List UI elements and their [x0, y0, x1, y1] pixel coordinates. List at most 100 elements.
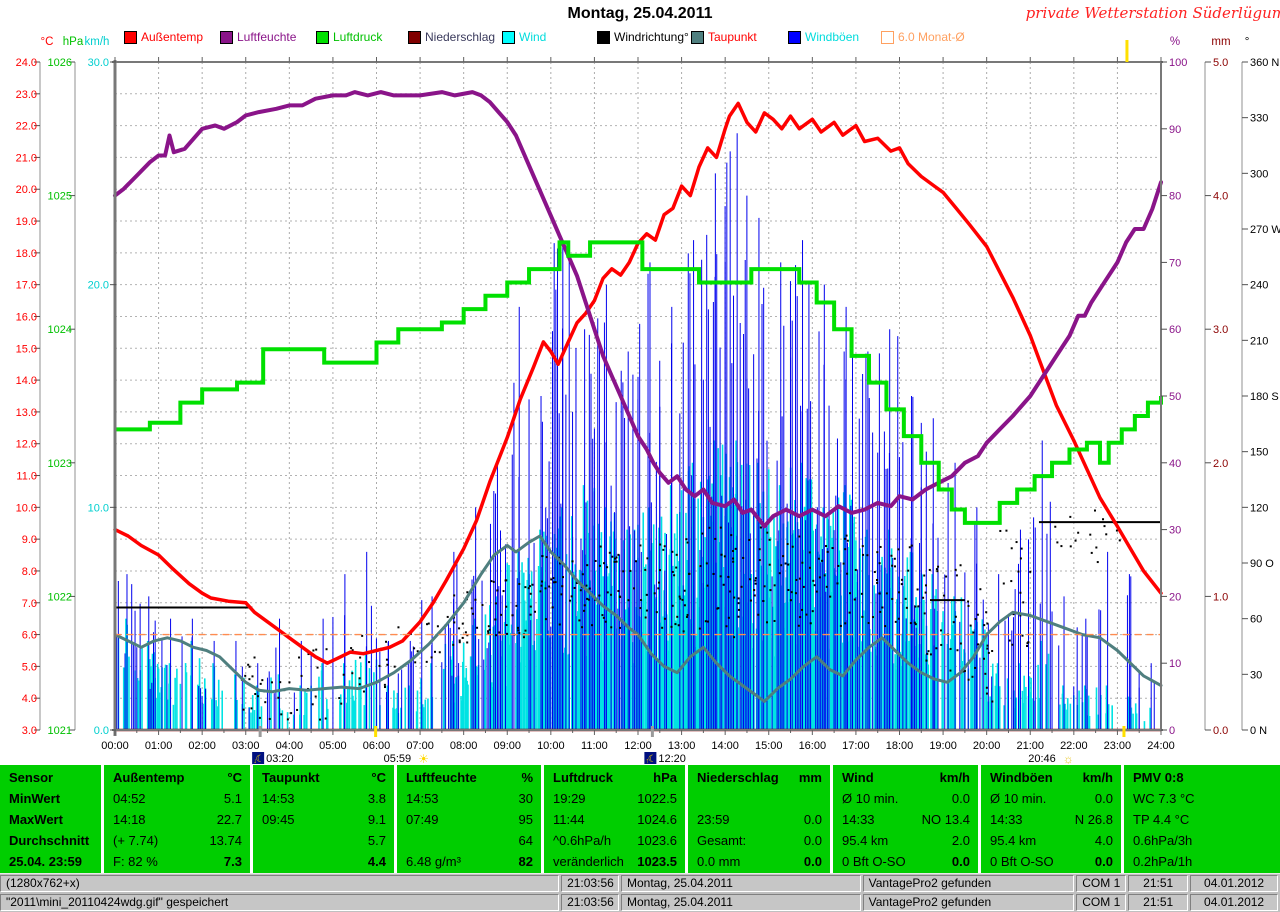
svg-text:100: 100 — [1169, 57, 1187, 69]
moon-icon — [252, 752, 265, 764]
svg-text:07:00: 07:00 — [406, 740, 434, 752]
svg-text:1023: 1023 — [48, 458, 72, 470]
svg-text:20.0: 20.0 — [88, 280, 109, 292]
svg-text:10.0: 10.0 — [16, 502, 37, 514]
table-row: MaxWert — [0, 809, 101, 830]
status-cell: "2011\mini_20110424wdg.gif" gespeichert — [0, 894, 560, 911]
svg-text:14.0: 14.0 — [16, 375, 37, 387]
table-row: WC 7.3 °C — [1124, 788, 1280, 809]
cell-label: 07:49 — [406, 812, 439, 827]
legend-item-5: Wind — [502, 29, 546, 45]
moon-icon — [644, 752, 657, 764]
legend-swatch-icon — [597, 30, 610, 44]
status-cell: VantagePro2 gefunden — [862, 894, 1075, 911]
svg-text:8.0: 8.0 — [22, 566, 37, 578]
series-luftdruck — [115, 240, 1163, 525]
cell-label: 25.04. 23:59 — [9, 854, 83, 869]
cell-label: veränderlich — [553, 854, 624, 869]
svg-text:10: 10 — [1169, 658, 1181, 670]
svg-text:17:00: 17:00 — [842, 740, 870, 752]
table-row: 64 — [397, 830, 541, 851]
page-title: Montag, 25.04.2011 — [567, 5, 713, 22]
sensor-summary-table: Sensor MinWert MaxWert Durchschnitt 25.04. 2… — [0, 765, 1280, 873]
table-row: (+ 7.74) 13.74 — [104, 830, 250, 851]
svg-text:°: ° — [1245, 36, 1250, 48]
table-row: F: 82 % 7.3 — [104, 851, 250, 872]
svg-text:23:00: 23:00 — [1104, 740, 1132, 752]
svg-text:05:59: 05:59 — [384, 753, 412, 765]
svg-text:60: 60 — [1169, 324, 1181, 336]
column-unit: km/h — [939, 770, 970, 785]
cell-label: 14:33 — [990, 812, 1023, 827]
cell-value: 95 — [518, 812, 533, 827]
table-column-niederschlag: Niederschlag mm 23:59 0.0 Gesamt: 0.0 0.0 mm 0.… — [688, 765, 833, 873]
legend-swatch-icon — [881, 30, 894, 44]
cell-label: 95.4 km — [842, 833, 889, 848]
column-unit: km/h — [1082, 770, 1113, 785]
table-row: veränderlich 1023.5 — [544, 851, 685, 872]
table-row: TP 4.4 °C — [1124, 809, 1280, 830]
table-row: 14:33 NO 13.4 — [833, 809, 978, 830]
table-column-header: Sensor — [0, 767, 101, 788]
table-row: MinWert — [0, 788, 101, 809]
table-column-windb-en: Windböen km/h Ø 10 min. 0.0 14:33 N 26.8 95.4 … — [981, 765, 1124, 873]
svg-text:10:00: 10:00 — [537, 740, 565, 752]
column-title: Wind — [842, 770, 874, 785]
sun-moon-events: ☾↓ 03:20 05:59 ☀ ☾↑ 12:20 20:46 ☼ — [252, 40, 1129, 765]
cell-value: 4.0 — [1094, 833, 1113, 848]
cell-value: 64 — [518, 833, 533, 848]
column-title: Außentemp — [113, 770, 185, 785]
legend-swatch-icon — [691, 30, 704, 44]
axis-labels: 24.0 23.0 22.0 21.0 20.0 19.0 18.0 17.0 16.0 15.0… — [16, 36, 1280, 737]
station-name: private Wetterstation Süderlügum — [1025, 4, 1280, 22]
table-row: 07:49 95 — [397, 809, 541, 830]
cell-value: 3.8 — [367, 791, 386, 806]
legend-label: Windböen — [805, 30, 860, 44]
table-column-header: Windböen km/h — [981, 767, 1121, 788]
svg-text:330: 330 — [1250, 113, 1268, 125]
cell-value: 1024.6 — [637, 812, 677, 827]
svg-text:23.0: 23.0 — [16, 89, 37, 101]
table-row: Ø 10 min. 0.0 — [833, 788, 978, 809]
svg-text:↑: ↑ — [646, 758, 650, 765]
svg-text:22.0: 22.0 — [16, 121, 37, 133]
cell-value: 0.0 — [951, 854, 970, 869]
svg-text:21.0: 21.0 — [16, 152, 37, 164]
cell-value: 4.4 — [367, 854, 386, 869]
svg-text:15.0: 15.0 — [16, 343, 37, 355]
table-column-sensor: Sensor MinWert MaxWert Durchschnitt 25.04. 2… — [0, 765, 104, 873]
svg-text:60: 60 — [1250, 614, 1262, 626]
legend-item-8: Windböen — [788, 29, 859, 45]
table-row: 14:33 N 26.8 — [981, 809, 1121, 830]
svg-text:1021: 1021 — [48, 725, 72, 737]
table-row: 4.4 — [253, 851, 394, 872]
legend-label: Luftfeuchte — [237, 30, 297, 44]
column-title: PMV 0:8 — [1133, 770, 1184, 785]
cell-label: 14:18 — [113, 812, 146, 827]
status-cell: Montag, 25.04.2011 — [621, 894, 861, 911]
cell-label: 11:44 — [553, 812, 585, 827]
svg-text:1.0: 1.0 — [1213, 591, 1228, 603]
svg-text:120: 120 — [1250, 502, 1268, 514]
svg-text:06:00: 06:00 — [363, 740, 391, 752]
table-column-header: Taupunkt °C — [253, 767, 394, 788]
svg-text:10.0: 10.0 — [88, 502, 109, 514]
svg-text:13:00: 13:00 — [668, 740, 696, 752]
table-row: 0.2hPa/1h — [1124, 851, 1280, 872]
table-row: 0.0 mm 0.0 — [688, 851, 830, 872]
svg-text:☾: ☾ — [256, 754, 265, 765]
table-row: Durchschnitt — [0, 830, 101, 851]
cell-label: 0 Bft O-SO — [842, 854, 906, 869]
table-column-header: Niederschlag mm — [688, 767, 830, 788]
svg-text:40: 40 — [1169, 458, 1181, 470]
series-luftfeuchte — [113, 90, 1163, 529]
sun-icon: ☀ — [418, 752, 429, 765]
svg-text:5.0: 5.0 — [1213, 57, 1228, 69]
legend-label: Taupunkt — [708, 30, 757, 44]
cell-value: 13.74 — [209, 833, 242, 848]
cell-value: 1022.5 — [637, 791, 677, 806]
svg-text:30.0: 30.0 — [88, 57, 109, 69]
svg-text:9.0: 9.0 — [22, 534, 37, 546]
cell-label: 09:45 — [262, 812, 295, 827]
table-column-header: Wind km/h — [833, 767, 978, 788]
